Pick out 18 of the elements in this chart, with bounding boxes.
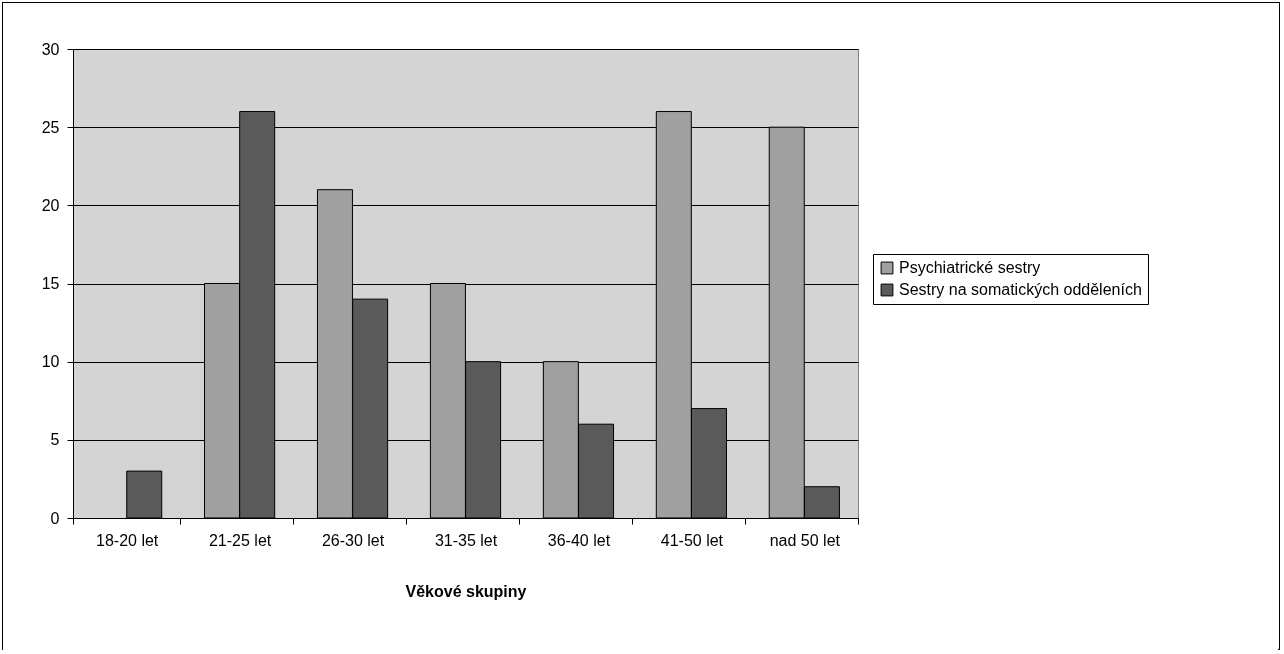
x-tick-label: 36-40 let [547,531,611,549]
x-axis-title: Věkové skupiny [405,582,527,600]
x-tick-label: 26-30 let [321,531,385,549]
x-tick-label: 18-20 let [96,531,159,549]
legend-label: Psychiatrické sestry [899,259,1041,276]
y-tick-label: 0 [50,509,60,527]
x-tick-label: 31-35 let [434,531,498,549]
y-tick-label: 20 [41,196,60,214]
bar [126,470,163,519]
y-tick-label: 15 [41,275,60,292]
x-tick-label: 41-50 let [660,531,724,549]
y-tick-label: 25 [41,118,60,136]
y-tick-label: 30 [41,40,60,58]
x-tick-label: 21-25 let [208,531,272,549]
y-tick-label: 5 [50,431,60,449]
y-tick-label: 10 [41,353,60,371]
x-tick-label: nad 50 let [769,531,841,549]
legend-label: Sestry na somatických odděleních [899,281,1142,298]
